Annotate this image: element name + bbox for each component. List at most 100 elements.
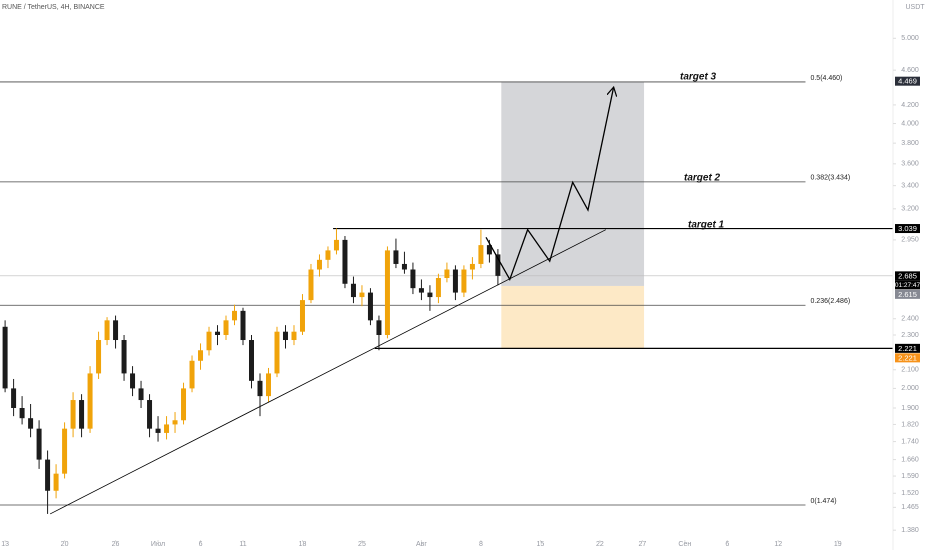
candle-body bbox=[333, 239, 339, 251]
candle-body bbox=[96, 340, 102, 374]
x-tick-label: 25 bbox=[358, 541, 366, 548]
candle-body bbox=[342, 239, 348, 284]
countdown-bg bbox=[895, 280, 920, 290]
target-label: target 2 bbox=[684, 173, 721, 184]
candle-body bbox=[19, 408, 25, 419]
candle-body bbox=[138, 388, 144, 401]
candle-body bbox=[45, 459, 51, 491]
price-label-bg bbox=[895, 353, 920, 363]
candle-body bbox=[265, 373, 271, 397]
fib-label: 0.382(3.434) bbox=[810, 175, 850, 182]
y-tick-label: 1.380 bbox=[901, 527, 919, 534]
stop-box bbox=[501, 285, 645, 349]
candle-body bbox=[478, 245, 484, 264]
projection-path bbox=[485, 88, 613, 281]
y-tick-label: 4.600 bbox=[901, 67, 919, 74]
candle-body bbox=[87, 373, 93, 429]
candle-body bbox=[367, 292, 373, 321]
candle-body bbox=[376, 320, 382, 335]
candle-body bbox=[486, 245, 492, 255]
candle-body bbox=[418, 288, 424, 293]
candle-body bbox=[104, 320, 110, 341]
candle-body bbox=[410, 269, 416, 289]
candle-body bbox=[274, 331, 280, 374]
price-label-bg bbox=[895, 224, 920, 234]
candle-body bbox=[359, 292, 365, 298]
x-tick-label: 11 bbox=[239, 541, 246, 548]
candle-body bbox=[282, 331, 288, 341]
x-tick-label: 6 bbox=[199, 541, 203, 548]
candle-body bbox=[452, 269, 458, 293]
price-label: 3.039 bbox=[898, 224, 917, 233]
y-tick-label: 3.600 bbox=[901, 161, 919, 168]
x-tick-label: 20 bbox=[61, 541, 69, 548]
candle-body bbox=[36, 428, 42, 460]
candle-body bbox=[215, 331, 221, 335]
price-label-bg bbox=[895, 343, 920, 353]
x-tick-label: 12 bbox=[774, 541, 782, 548]
target-label: target 1 bbox=[688, 220, 725, 231]
candle-body bbox=[79, 400, 85, 429]
candle-body bbox=[53, 473, 59, 491]
y-tick-label: 1.740 bbox=[901, 438, 919, 445]
candle-body bbox=[155, 428, 161, 433]
candle-body bbox=[444, 269, 450, 279]
candle-body bbox=[172, 420, 178, 425]
candle-body bbox=[70, 400, 76, 429]
candle-body bbox=[495, 254, 501, 276]
candle-body bbox=[299, 300, 305, 332]
x-tick-label: 6 bbox=[725, 541, 729, 548]
candle-body bbox=[461, 269, 467, 293]
candle-body bbox=[384, 250, 390, 335]
y-tick-label: 1.590 bbox=[901, 473, 919, 480]
y-tick-label: 5.000 bbox=[901, 35, 919, 42]
x-tick-label: 8 bbox=[479, 541, 483, 548]
price-label: 2.221 bbox=[898, 344, 917, 353]
candle-body bbox=[121, 340, 127, 374]
candle-body bbox=[350, 283, 356, 298]
fib-label: 0.236(2.486) bbox=[810, 298, 850, 305]
candle-body bbox=[291, 331, 297, 341]
candle-body bbox=[240, 310, 246, 341]
candle-body bbox=[130, 373, 136, 389]
candle-body bbox=[435, 278, 441, 298]
x-tick-label: Сен bbox=[678, 541, 691, 548]
price-label: 2.615 bbox=[898, 290, 917, 299]
y-tick-label: 2.100 bbox=[901, 367, 919, 374]
candle-body bbox=[189, 360, 195, 389]
candle-body bbox=[11, 388, 17, 409]
candle-body bbox=[164, 424, 170, 433]
y-tick-label: 3.200 bbox=[901, 206, 919, 213]
y-tick-label: 1.465 bbox=[901, 504, 919, 511]
x-tick-label: 19 bbox=[834, 541, 842, 548]
price-label-bg bbox=[895, 271, 920, 281]
countdown: 01:27:47 bbox=[895, 282, 921, 289]
candle-body bbox=[147, 400, 153, 429]
y-tick-label: 2.950 bbox=[901, 237, 919, 244]
y-tick-label: 2.400 bbox=[901, 316, 919, 323]
target-label: target 3 bbox=[680, 72, 717, 83]
candle-body bbox=[2, 326, 8, 389]
price-label: 2.685 bbox=[898, 271, 917, 280]
candle-body bbox=[427, 292, 433, 298]
price-label: 2.221 bbox=[898, 353, 917, 362]
y-tick-label: 2.000 bbox=[901, 385, 919, 392]
candle-body bbox=[113, 320, 119, 341]
candle-body bbox=[223, 320, 229, 335]
fib-label: 0(1.474) bbox=[810, 498, 836, 505]
x-tick-label: 13 bbox=[1, 541, 9, 548]
candle-body bbox=[198, 350, 204, 361]
candle-body bbox=[181, 388, 187, 421]
y-tick-label: 1.660 bbox=[901, 456, 919, 463]
x-tick-label: Июл bbox=[151, 541, 165, 548]
candle-body bbox=[393, 250, 399, 264]
y-tick-label: 1.820 bbox=[901, 421, 919, 428]
y-tick-label: 3.800 bbox=[901, 140, 919, 147]
candle-body bbox=[249, 340, 255, 381]
candle-body bbox=[469, 263, 475, 270]
x-tick-label: 18 bbox=[299, 541, 307, 548]
price-label-bg bbox=[895, 76, 920, 86]
candle-body bbox=[257, 380, 263, 397]
x-tick-label: 15 bbox=[536, 541, 544, 548]
trendline bbox=[49, 229, 606, 515]
